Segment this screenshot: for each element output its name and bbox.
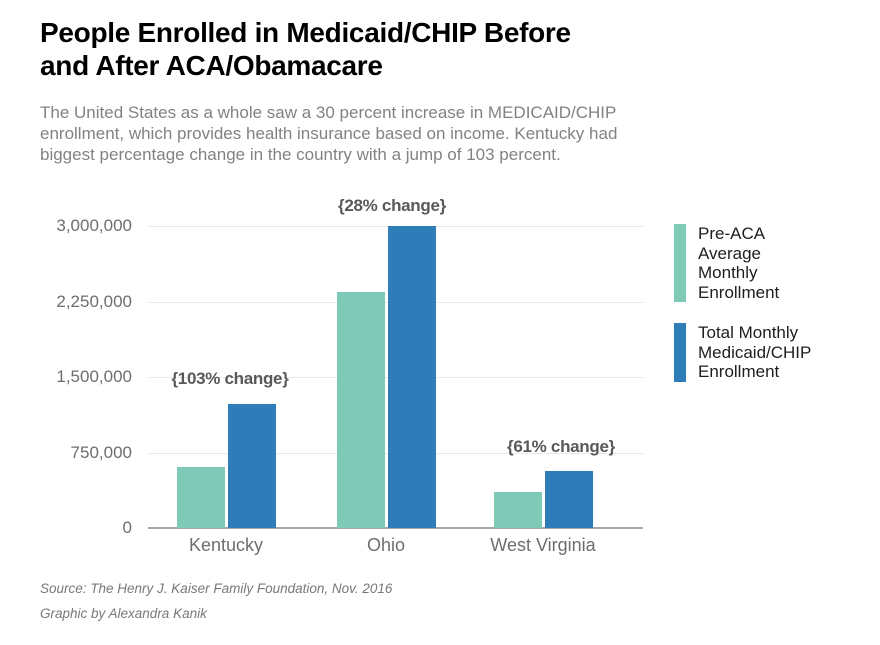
- graphic-credit: Graphic by Alexandra Kanik: [40, 606, 207, 621]
- legend-item-pre-aca: Pre-ACA Average Monthly Enrollment: [674, 224, 869, 302]
- bar-kentucky-pre-aca: [176, 467, 225, 528]
- y-axis-tick-label: 750,000: [70, 442, 132, 462]
- x-axis-line: [148, 527, 643, 529]
- source-attribution: Source: The Henry J. Kaiser Family Found…: [40, 581, 393, 596]
- legend-item-total: Total Monthly Medicaid/CHIP Enrollment: [674, 323, 869, 382]
- legend-label-pre-aca: Pre-ACA Average Monthly Enrollment: [698, 224, 780, 302]
- bar-ohio-total: [387, 226, 436, 528]
- annotation-ohio-change: {28% change}: [338, 196, 446, 215]
- x-axis-label-west-virginia: West Virginia: [490, 535, 596, 555]
- y-axis-tick-label: 2,250,000: [56, 291, 132, 311]
- legend-swatch-pre-aca: [674, 224, 686, 302]
- bar-ohio-pre-aca: [336, 292, 385, 528]
- annotation-kentucky-change: {103% change}: [171, 369, 289, 388]
- legend-swatch-total: [674, 323, 686, 382]
- chart-subtitle: The United States as a whole saw a 30 pe…: [40, 103, 618, 164]
- chart-legend: Pre-ACA Average Monthly Enrollment Total…: [674, 224, 869, 403]
- bar-west-virginia-total: [544, 471, 593, 528]
- bar-west-virginia-pre-aca: [493, 492, 542, 528]
- legend-label-total: Total Monthly Medicaid/CHIP Enrollment: [698, 323, 812, 381]
- x-axis-label-ohio: Ohio: [366, 535, 406, 555]
- annotation-west-virginia-change: {61% change}: [507, 437, 615, 456]
- x-axis-label-kentucky: Kentucky: [188, 535, 264, 555]
- chart-title: People Enrolled in Medicaid/CHIP Before …: [40, 17, 571, 81]
- y-axis-tick-label: 0: [122, 518, 132, 537]
- bar-kentucky-total: [227, 404, 276, 528]
- y-axis-tick-label: 1,500,000: [56, 367, 132, 386]
- y-axis-tick-label: 3,000,000: [56, 216, 132, 235]
